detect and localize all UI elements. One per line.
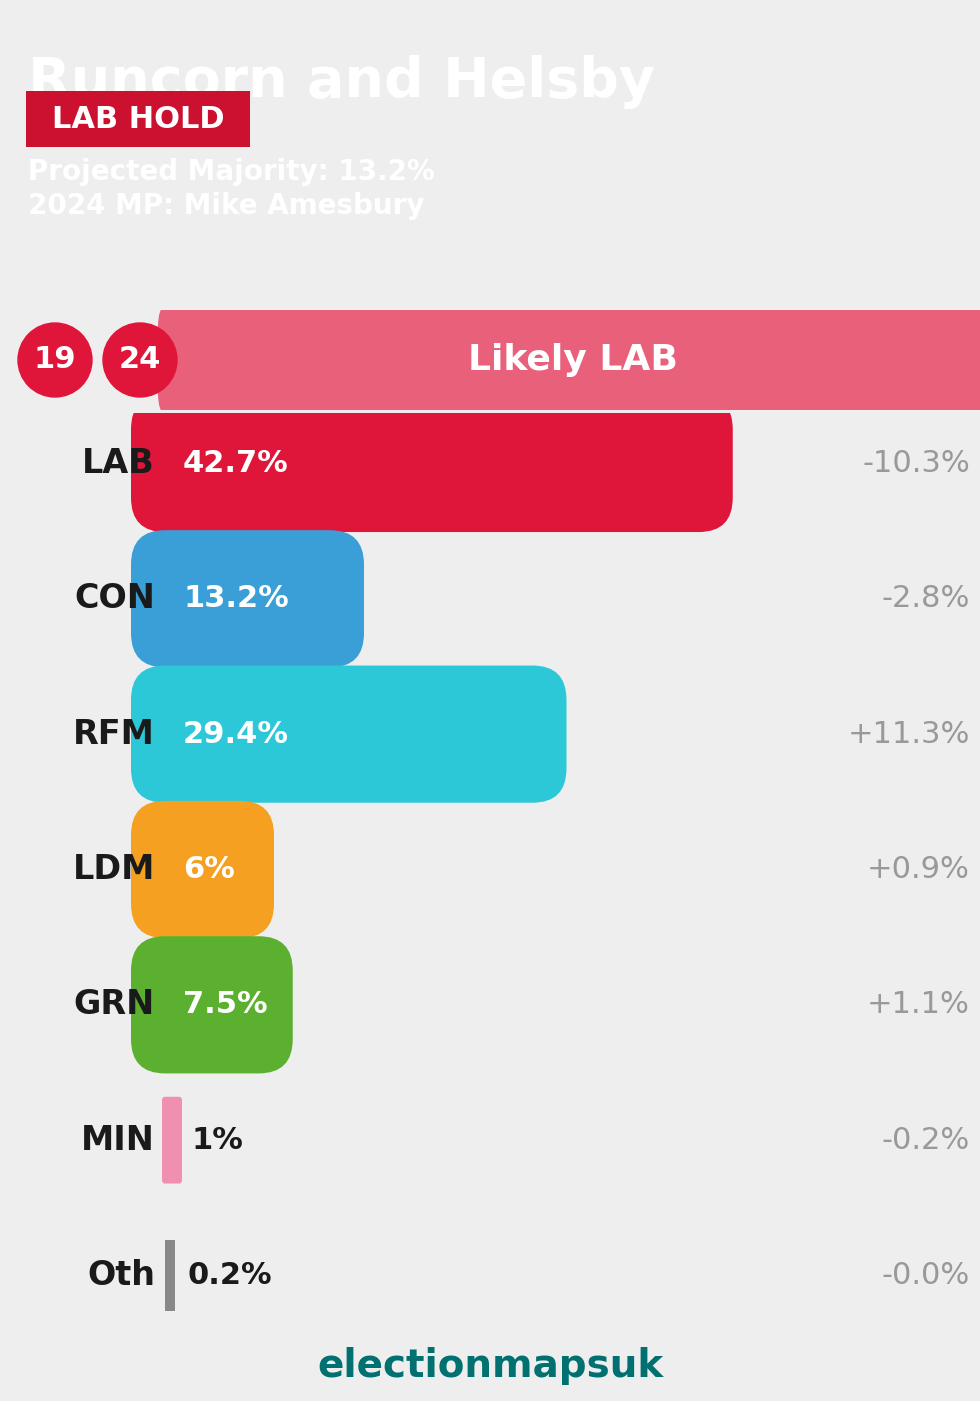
FancyBboxPatch shape bbox=[131, 395, 733, 532]
Text: 29.4%: 29.4% bbox=[183, 720, 289, 748]
Text: -10.3%: -10.3% bbox=[862, 448, 970, 478]
Text: LDM: LDM bbox=[73, 853, 155, 885]
Text: electionmapsuk: electionmapsuk bbox=[317, 1346, 663, 1386]
Text: RFM: RFM bbox=[74, 717, 155, 751]
Text: Projected Majority: 13.2%: Projected Majority: 13.2% bbox=[28, 158, 435, 186]
Text: +11.3%: +11.3% bbox=[848, 720, 970, 748]
FancyBboxPatch shape bbox=[131, 801, 274, 939]
Text: +1.1%: +1.1% bbox=[867, 991, 970, 1020]
Text: Oth: Oth bbox=[87, 1259, 155, 1292]
Text: 1%: 1% bbox=[191, 1125, 243, 1154]
Bar bbox=[165, 1240, 175, 1311]
Text: 2024 MP: Mike Amesbury: 2024 MP: Mike Amesbury bbox=[28, 192, 424, 220]
Text: -2.8%: -2.8% bbox=[882, 584, 970, 614]
Text: +0.9%: +0.9% bbox=[867, 855, 970, 884]
Circle shape bbox=[18, 324, 92, 396]
Text: GRN: GRN bbox=[74, 988, 155, 1021]
Text: LAB HOLD: LAB HOLD bbox=[52, 105, 224, 133]
Text: -0.0%: -0.0% bbox=[882, 1261, 970, 1290]
FancyBboxPatch shape bbox=[131, 665, 566, 803]
Text: 13.2%: 13.2% bbox=[183, 584, 289, 614]
FancyBboxPatch shape bbox=[162, 1097, 182, 1184]
Text: 7.5%: 7.5% bbox=[183, 991, 268, 1020]
FancyBboxPatch shape bbox=[131, 936, 293, 1073]
Text: 42.7%: 42.7% bbox=[183, 448, 289, 478]
Text: Likely LAB: Likely LAB bbox=[468, 343, 678, 377]
Text: MIN: MIN bbox=[81, 1124, 155, 1157]
FancyBboxPatch shape bbox=[26, 91, 250, 147]
FancyBboxPatch shape bbox=[131, 530, 364, 667]
Text: LAB: LAB bbox=[82, 447, 155, 481]
Text: 24: 24 bbox=[119, 346, 161, 374]
Text: 6%: 6% bbox=[183, 855, 235, 884]
Text: -0.2%: -0.2% bbox=[882, 1125, 970, 1154]
Text: 19: 19 bbox=[33, 346, 76, 374]
Text: CON: CON bbox=[74, 583, 155, 615]
Circle shape bbox=[103, 324, 177, 396]
FancyBboxPatch shape bbox=[158, 291, 980, 427]
Text: Runcorn and Helsby: Runcorn and Helsby bbox=[28, 55, 655, 109]
Text: 0.2%: 0.2% bbox=[187, 1261, 271, 1290]
